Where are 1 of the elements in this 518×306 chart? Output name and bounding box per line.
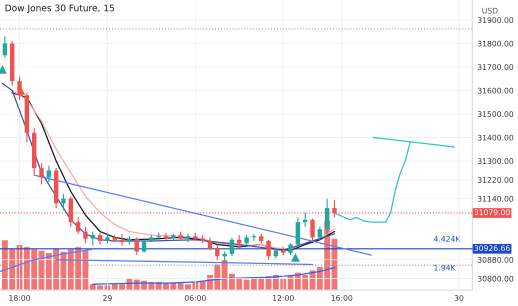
- chart-title: Dow Jones 30 Future, 15: [6, 4, 114, 14]
